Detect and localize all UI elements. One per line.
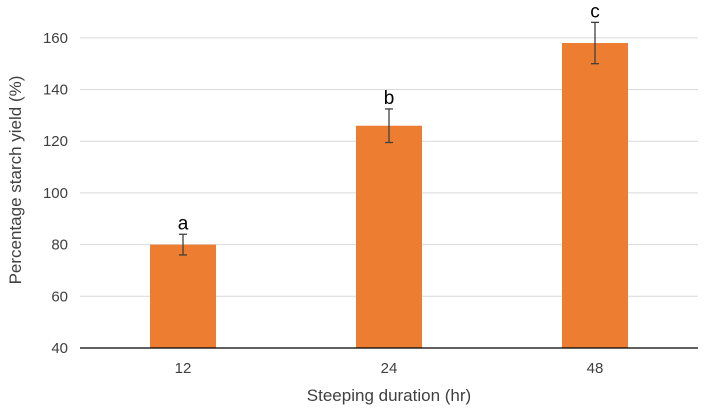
y-tick-label: 80 — [51, 237, 68, 254]
y-tick-label: 100 — [43, 185, 68, 202]
error-bar — [179, 233, 187, 256]
significance-labels: a b c — [178, 1, 600, 234]
error-bar — [385, 108, 393, 144]
x-tick-labels: 12 24 48 — [175, 360, 604, 377]
y-tick-label: 160 — [43, 30, 68, 47]
bar — [562, 43, 628, 349]
x-axis-label: Steeping duration (hr) — [307, 386, 471, 405]
x-tick-label: 48 — [587, 360, 604, 377]
y-tick-label: 40 — [51, 340, 68, 357]
y-axis-label: Percentage starch yield (%) — [6, 76, 25, 285]
bar — [356, 125, 422, 348]
y-tick-label: 60 — [51, 288, 68, 305]
x-tick-label: 12 — [175, 360, 192, 377]
y-tick-label: 140 — [43, 82, 68, 99]
bars — [150, 43, 628, 349]
error-bars — [179, 21, 599, 256]
error-bar — [591, 21, 599, 65]
x-tick-label: 24 — [381, 360, 398, 377]
bar — [150, 244, 216, 348]
significance-label: a — [178, 213, 189, 234]
significance-label: b — [384, 88, 395, 109]
significance-label: c — [590, 1, 600, 22]
y-tick-label: 120 — [43, 133, 68, 150]
y-tick-labels: 40 60 80 100 120 140 160 — [43, 30, 68, 357]
